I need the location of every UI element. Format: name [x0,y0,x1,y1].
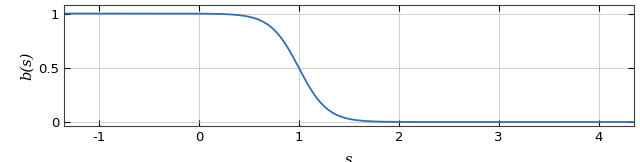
Text: s: s [345,153,353,162]
Y-axis label: b(s): b(s) [20,51,34,80]
